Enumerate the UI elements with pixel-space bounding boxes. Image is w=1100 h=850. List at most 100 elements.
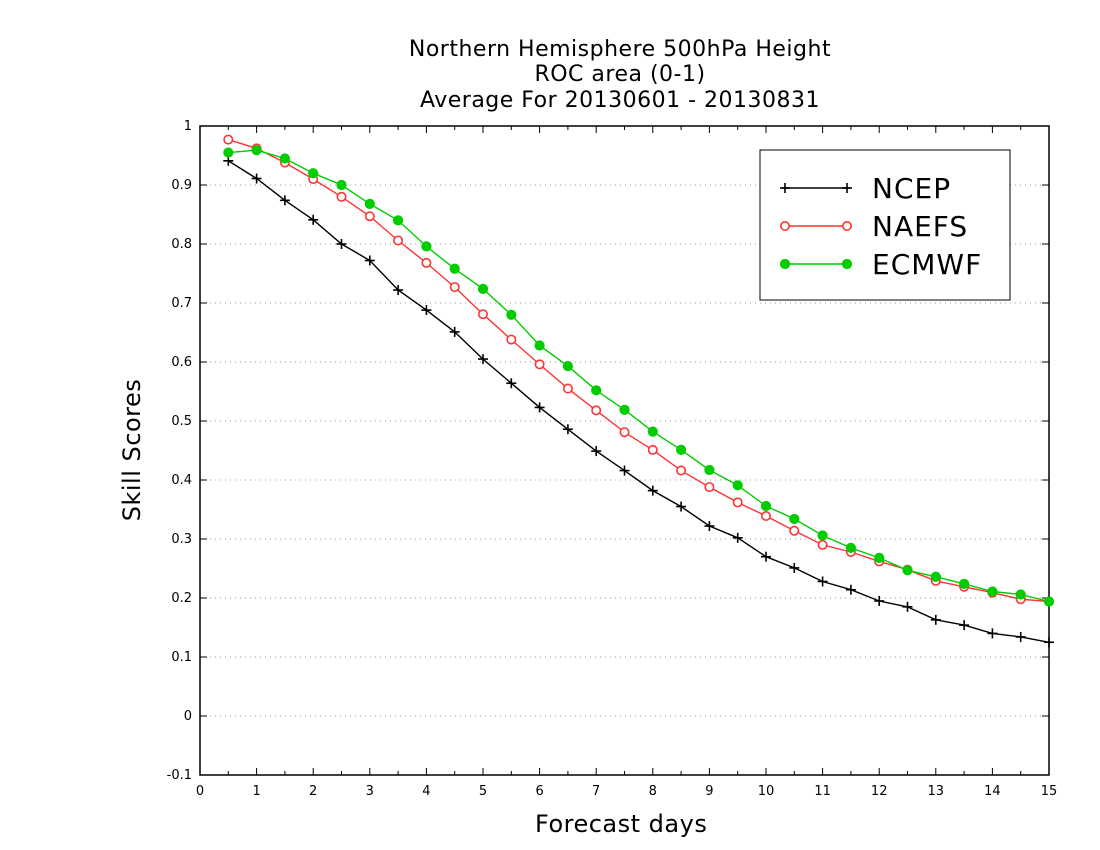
ecmwf-point bbox=[506, 309, 517, 320]
legend-box bbox=[759, 149, 1011, 301]
x-tick-label: 10 bbox=[758, 784, 775, 799]
naefs-point bbox=[760, 510, 771, 521]
x-tick-label: 0 bbox=[196, 784, 204, 799]
ncep-point bbox=[534, 402, 545, 413]
x-axis-label: Forecast days bbox=[535, 810, 708, 838]
y-tick-label: 0.6 bbox=[171, 355, 192, 370]
legend-naefs-label: NAEFS bbox=[872, 210, 968, 243]
x-tick-label: 8 bbox=[649, 784, 657, 799]
ncep-series-line bbox=[227, 160, 1050, 643]
naefs-point bbox=[676, 465, 687, 476]
naefs-point bbox=[449, 282, 460, 293]
legend-ncep-marker bbox=[780, 183, 790, 193]
ncep-point bbox=[817, 576, 828, 587]
ncep-point bbox=[562, 424, 573, 435]
y-tick-label: -0.1 bbox=[167, 768, 192, 783]
ncep-point bbox=[987, 628, 998, 639]
y-tick-label: 0 bbox=[184, 709, 192, 724]
legend-ecmwf-marker bbox=[841, 258, 853, 270]
naefs-point bbox=[704, 482, 715, 493]
ncep-point bbox=[478, 354, 488, 365]
ecmwf-point bbox=[477, 283, 489, 294]
naefs-point bbox=[534, 359, 545, 370]
y-tick-label: 1 bbox=[184, 119, 192, 134]
ncep-point bbox=[1015, 631, 1026, 642]
y-tick-label: 0.3 bbox=[171, 532, 192, 547]
ncep-point bbox=[704, 521, 715, 532]
ncep-point bbox=[902, 601, 913, 612]
y-axis-label: Skill Scores bbox=[118, 378, 146, 522]
ecmwf-point bbox=[732, 480, 743, 491]
x-tick-label: 13 bbox=[928, 784, 945, 799]
ncep-point bbox=[279, 195, 290, 206]
ncep-point bbox=[930, 614, 941, 625]
chart-title-line-2: ROC area (0-1) bbox=[534, 62, 706, 87]
x-tick-label: 12 bbox=[871, 784, 888, 799]
naefs-point bbox=[817, 539, 828, 550]
legend-naefs-marker bbox=[841, 221, 852, 232]
chart-title-line-1: Northern Hemisphere 500hPa Height bbox=[408, 37, 832, 62]
legend-ecmwf-marker bbox=[779, 258, 791, 270]
ecmwf-point bbox=[676, 444, 687, 456]
x-tick-label: 5 bbox=[479, 784, 487, 799]
legend-naefs-marker bbox=[779, 221, 790, 232]
ncep-point bbox=[251, 173, 262, 184]
x-tick-label: 7 bbox=[592, 784, 600, 799]
naefs-point bbox=[336, 191, 347, 202]
x-tick-label: 14 bbox=[984, 784, 1001, 799]
x-tick-label: 9 bbox=[705, 784, 713, 799]
legend-ecmwf-label: ECMWF bbox=[872, 248, 982, 281]
ncep-point bbox=[676, 501, 687, 512]
ncep-point bbox=[874, 595, 885, 606]
ncep-point bbox=[591, 446, 602, 457]
legend-ncep-marker bbox=[842, 183, 852, 193]
ecmwf-point bbox=[817, 530, 828, 541]
axis-ticks: -0.100.10.20.30.40.50.60.70.80.910 1 2 3 4 5 6… bbox=[167, 119, 1058, 799]
ecmwf-point bbox=[874, 552, 885, 563]
naefs-point bbox=[364, 211, 375, 222]
ecmwf-point bbox=[364, 198, 375, 209]
x-tick-label: 3 bbox=[366, 784, 374, 799]
ncep-point bbox=[647, 485, 658, 496]
ncep-point bbox=[959, 620, 970, 631]
ecmwf-point bbox=[704, 464, 715, 476]
x-tick-label: 11 bbox=[814, 784, 831, 799]
ecmwf-point bbox=[449, 263, 460, 274]
ecmwf-point bbox=[647, 426, 658, 437]
ncep-point bbox=[732, 532, 743, 543]
ncep-point bbox=[393, 285, 404, 296]
ncep-point bbox=[421, 305, 432, 316]
series-group bbox=[223, 134, 1055, 648]
ecmwf-point bbox=[930, 571, 941, 582]
ecmwf-point bbox=[760, 500, 772, 512]
ncep-point bbox=[761, 551, 771, 562]
legend: NCEP NAEFS ECMWF bbox=[759, 149, 1011, 301]
ecmwf-point bbox=[987, 586, 998, 597]
naefs-point bbox=[562, 383, 573, 394]
naefs-point bbox=[477, 309, 488, 320]
y-tick-label: 0.5 bbox=[171, 414, 192, 429]
naefs-point bbox=[421, 257, 432, 268]
ecmwf-point bbox=[789, 513, 800, 525]
y-tick-label: 0.9 bbox=[171, 178, 192, 193]
y-tick-label: 0.4 bbox=[171, 473, 192, 488]
ecmwf-point bbox=[562, 361, 574, 372]
ncep-point bbox=[364, 255, 375, 266]
ecmwf-point bbox=[619, 404, 630, 415]
naefs-point bbox=[732, 497, 743, 508]
ncep-point bbox=[308, 214, 319, 225]
naefs-point bbox=[647, 444, 658, 455]
naefs-point bbox=[591, 405, 602, 416]
x-tick-label: 1 bbox=[252, 784, 260, 799]
ecmwf-point bbox=[223, 147, 234, 158]
y-tick-label: 0.1 bbox=[171, 650, 192, 665]
x-tick-label: 6 bbox=[535, 784, 543, 799]
ncep-point bbox=[845, 584, 856, 595]
ncep-point bbox=[506, 378, 517, 389]
y-tick-label: 0.8 bbox=[171, 237, 192, 252]
ncep-point bbox=[336, 239, 347, 249]
y-tick-label: 0.2 bbox=[171, 591, 192, 606]
ecmwf-point bbox=[1015, 589, 1026, 600]
chart-title-line-3: Average For 20130601 - 20130831 bbox=[419, 88, 821, 113]
